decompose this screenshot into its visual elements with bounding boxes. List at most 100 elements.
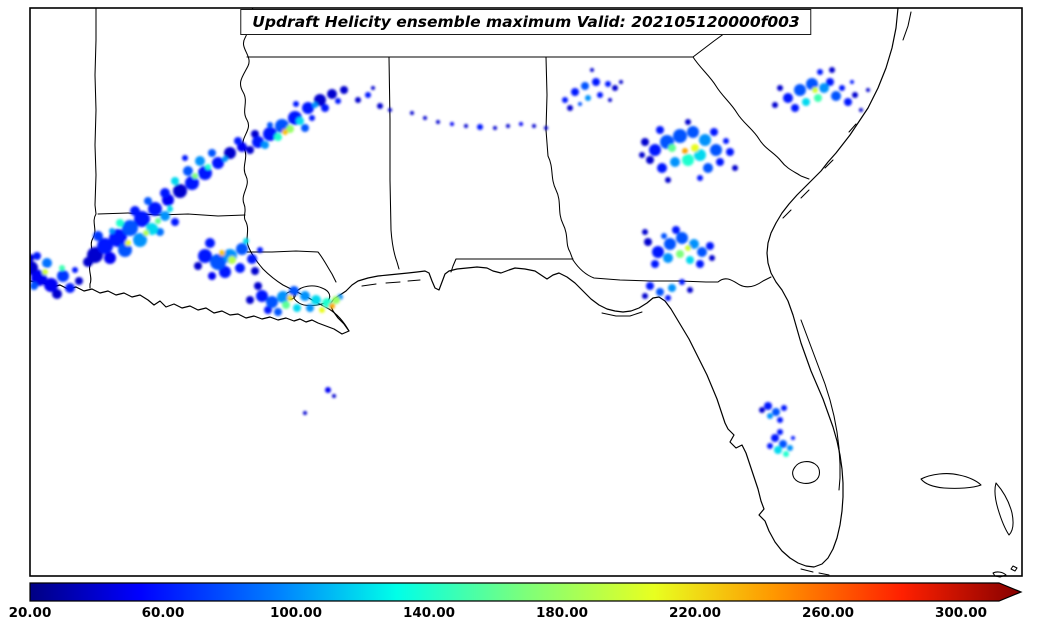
uh-cell xyxy=(687,126,699,138)
coastline xyxy=(29,7,899,568)
uh-cell xyxy=(819,83,829,93)
uh-cell xyxy=(814,94,822,102)
plot-title: Updraft Helicity ensemble maximum Valid:… xyxy=(240,9,812,35)
uh-cell xyxy=(590,68,594,72)
uh-cell xyxy=(656,288,664,296)
barrier-islands xyxy=(361,11,912,317)
uh-cell xyxy=(300,291,310,301)
uh-cell xyxy=(377,103,383,109)
uh-cell xyxy=(264,306,272,314)
uh-cell xyxy=(562,97,568,103)
uh-cell xyxy=(777,417,783,423)
uh-cell xyxy=(649,144,661,156)
uh-cell xyxy=(817,69,823,75)
uh-cell xyxy=(652,246,664,258)
uh-cell xyxy=(171,218,179,226)
uh-cell xyxy=(277,291,289,303)
uh-cell xyxy=(185,176,199,190)
uh-cell xyxy=(282,301,290,309)
uh-cell xyxy=(257,247,263,253)
uh-cell xyxy=(173,184,187,198)
uh-cell xyxy=(787,445,793,451)
uh-cell xyxy=(651,260,659,268)
uh-cell xyxy=(33,252,41,260)
uh-cell xyxy=(247,254,257,264)
uh-cell xyxy=(254,282,262,290)
uh-cell xyxy=(839,85,845,91)
uh-cell xyxy=(302,102,314,114)
state-border-louisiana-mississippi xyxy=(246,250,337,283)
uh-cell xyxy=(160,188,170,198)
uh-cell xyxy=(641,138,649,146)
uh-cell xyxy=(388,108,392,112)
uh-cell xyxy=(130,206,140,216)
uh-cell xyxy=(812,87,818,93)
uh-cell xyxy=(726,148,734,156)
colorbar-tick-labels: 20.00 60.00 100.00 140.00 180.00 220.00 260.00… xyxy=(9,605,987,621)
uh-cell xyxy=(274,308,282,316)
uh-cell xyxy=(585,95,591,101)
uh-cell xyxy=(52,289,62,299)
uh-cell xyxy=(783,451,789,457)
uh-cell xyxy=(672,226,680,234)
uh-cell xyxy=(116,219,124,227)
uh-cell xyxy=(57,270,69,282)
uh-cell xyxy=(676,250,684,258)
uh-cell xyxy=(605,81,611,87)
uh-cell xyxy=(694,149,706,161)
uh-cell xyxy=(686,256,694,264)
uh-cell xyxy=(866,88,870,92)
uh-cell xyxy=(477,124,483,130)
uh-cell xyxy=(287,295,293,301)
uh-cell xyxy=(567,105,573,111)
uh-cell xyxy=(192,173,198,179)
uh-cell xyxy=(410,111,414,115)
uh-cell xyxy=(289,286,299,296)
uh-cell xyxy=(301,124,309,132)
uh-cell xyxy=(194,262,202,270)
uh-cell xyxy=(791,104,799,112)
uh-cell xyxy=(619,80,623,84)
uh-cell xyxy=(286,125,294,133)
uh-cell xyxy=(670,157,680,167)
uh-cell xyxy=(777,429,783,435)
colorbar-tick-label: 140.00 xyxy=(403,605,455,621)
uh-cell xyxy=(235,263,245,273)
florida-east-coast-lagoon xyxy=(800,319,841,491)
uh-cell xyxy=(710,144,722,156)
uh-cell xyxy=(642,229,648,235)
uh-cell xyxy=(779,440,787,448)
uh-cell xyxy=(156,228,164,236)
uh-cell xyxy=(767,443,773,449)
uh-cell xyxy=(592,78,600,86)
uh-cell xyxy=(697,175,703,181)
state-border-texas xyxy=(89,7,97,289)
uh-cell xyxy=(274,133,282,141)
uh-cell xyxy=(781,405,787,411)
uh-cell xyxy=(699,134,711,146)
uh-cell xyxy=(772,408,780,416)
uh-cell xyxy=(783,93,793,103)
uh-cell xyxy=(133,233,147,247)
uh-cell xyxy=(665,177,671,183)
uh-cell xyxy=(759,407,765,413)
uh-cell xyxy=(210,254,226,270)
uh-cell xyxy=(335,98,341,104)
uh-cell xyxy=(691,144,699,152)
uh-cell xyxy=(104,252,116,264)
lake-okeechobee xyxy=(792,461,821,484)
uh-cell xyxy=(332,296,340,304)
uh-cell xyxy=(777,85,783,91)
uh-cell xyxy=(167,206,173,212)
uh-cell xyxy=(663,253,673,263)
uh-cell xyxy=(160,211,170,221)
uh-cell xyxy=(668,144,676,152)
uh-cell xyxy=(309,115,315,121)
uh-cell xyxy=(597,92,603,98)
uh-cell xyxy=(340,86,348,94)
uh-cell xyxy=(332,394,336,398)
uh-cell xyxy=(195,156,205,166)
uh-cell xyxy=(709,255,715,261)
uh-cell xyxy=(306,304,314,312)
